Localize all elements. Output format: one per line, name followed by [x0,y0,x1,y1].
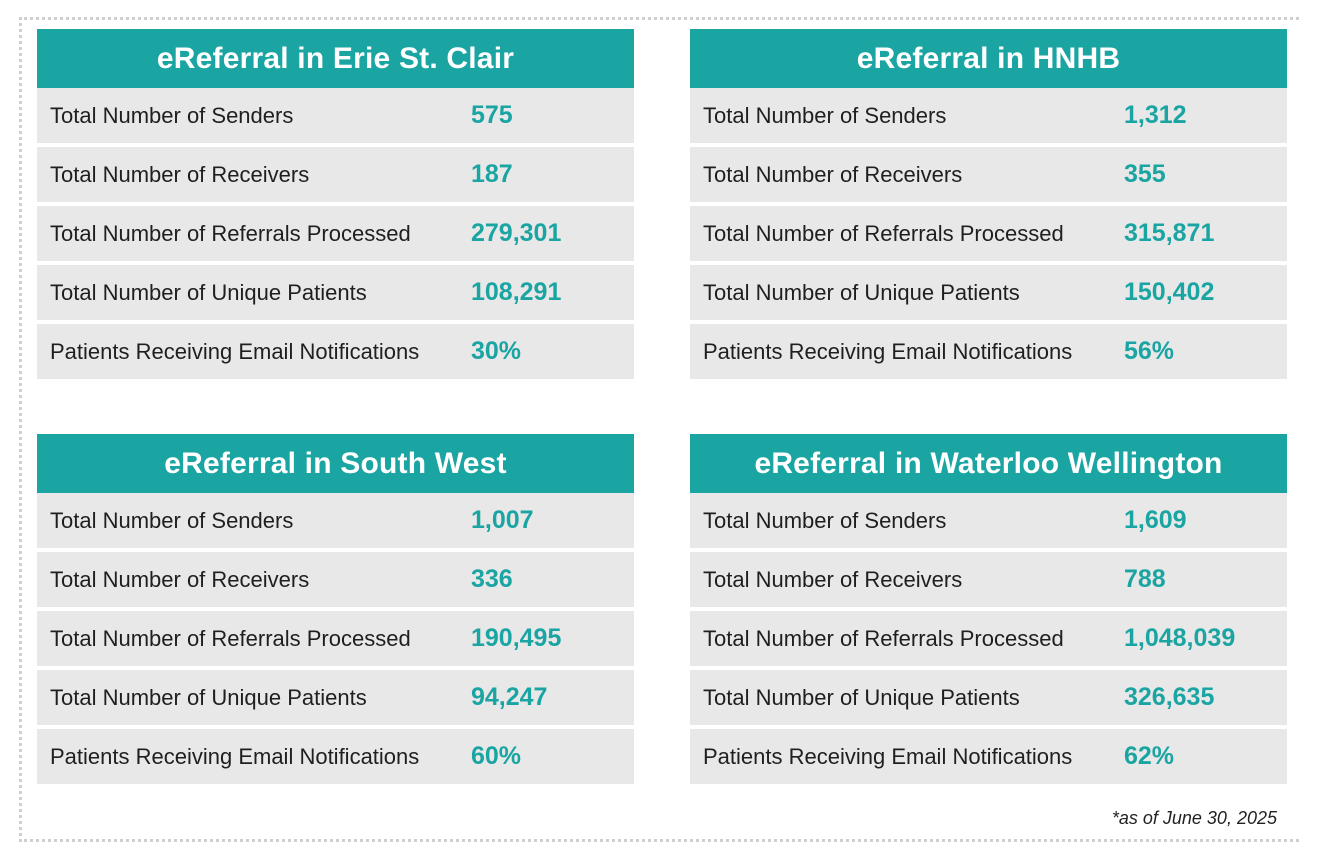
stat-value: 190,495 [471,624,562,652]
stat-value: 1,048,039 [1124,624,1236,652]
stat-label: Total Number of Receivers [50,566,310,592]
stat-label: Total Number of Senders [703,507,947,533]
stat-label: Total Number of Unique Patients [703,684,1020,710]
stat-row-email-notifications: Patients Receiving Email Notifications 6… [37,729,634,784]
stat-label: Total Number of Unique Patients [703,279,1020,305]
stat-value: 150,402 [1124,278,1215,306]
stat-row-unique-patients: Total Number of Unique Patients 326,635 [690,670,1287,725]
stat-row-senders: Total Number of Senders 575 [37,88,634,143]
stat-row-senders: Total Number of Senders 1,007 [37,493,634,548]
stat-row-email-notifications: Patients Receiving Email Notifications 5… [690,324,1287,379]
panel-title: eReferral in South West [37,434,634,493]
stat-label: Total Number of Referrals Processed [50,220,411,246]
stat-value: 788 [1124,565,1166,593]
stat-value: 355 [1124,160,1166,188]
panel-title: eReferral in HNHB [690,29,1287,88]
panel-hnhb: eReferral in HNHB Total Number of Sender… [690,29,1287,379]
stat-value: 315,871 [1124,219,1215,247]
stat-row-senders: Total Number of Senders 1,312 [690,88,1287,143]
stat-value: 30% [471,337,522,365]
stat-row-unique-patients: Total Number of Unique Patients 94,247 [37,670,634,725]
stat-label: Patients Receiving Email Notifications [703,743,1073,769]
stat-label: Total Number of Receivers [703,566,963,592]
stat-row-referrals-processed: Total Number of Referrals Processed 1,04… [690,611,1287,666]
stat-value: 279,301 [471,219,562,247]
stat-label: Total Number of Referrals Processed [50,625,411,651]
dotted-frame [19,17,1299,842]
stat-label: Total Number of Referrals Processed [703,625,1064,651]
stat-value: 62% [1124,742,1175,770]
stat-row-unique-patients: Total Number of Unique Patients 150,402 [690,265,1287,320]
stat-value: 56% [1124,337,1175,365]
stat-value: 94,247 [471,683,548,711]
stat-row-receivers: Total Number of Receivers 355 [690,147,1287,202]
stat-row-email-notifications: Patients Receiving Email Notifications 6… [690,729,1287,784]
stat-label: Total Number of Referrals Processed [703,220,1064,246]
stat-label: Total Number of Receivers [703,161,963,187]
stat-label: Total Number of Senders [50,507,294,533]
stat-row-referrals-processed: Total Number of Referrals Processed 279,… [37,206,634,261]
panel-erie-st-clair: eReferral in Erie St. Clair Total Number… [37,29,634,379]
stat-value: 336 [471,565,513,593]
stat-row-unique-patients: Total Number of Unique Patients 108,291 [37,265,634,320]
stat-row-receivers: Total Number of Receivers 187 [37,147,634,202]
stat-row-receivers: Total Number of Receivers 788 [690,552,1287,607]
panel-waterloo-wellington: eReferral in Waterloo Wellington Total N… [690,434,1287,784]
panel-south-west: eReferral in South West Total Number of … [37,434,634,784]
stat-row-referrals-processed: Total Number of Referrals Processed 190,… [37,611,634,666]
stat-value: 1,007 [471,506,534,534]
stat-value: 187 [471,160,513,188]
panel-title: eReferral in Erie St. Clair [37,29,634,88]
stat-label: Total Number of Unique Patients [50,684,367,710]
stat-value: 108,291 [471,278,562,306]
stat-value: 60% [471,742,522,770]
stat-label: Patients Receiving Email Notifications [50,338,420,364]
stat-label: Total Number of Unique Patients [50,279,367,305]
stat-value: 1,609 [1124,506,1187,534]
stat-value: 575 [471,101,513,129]
stat-label: Total Number of Senders [50,102,294,128]
stat-label: Patients Receiving Email Notifications [50,743,420,769]
stat-row-receivers: Total Number of Receivers 336 [37,552,634,607]
stat-label: Patients Receiving Email Notifications [703,338,1073,364]
stat-row-email-notifications: Patients Receiving Email Notifications 3… [37,324,634,379]
stat-label: Total Number of Receivers [50,161,310,187]
stat-label: Total Number of Senders [703,102,947,128]
stat-value: 1,312 [1124,101,1187,129]
as-of-date-footnote: *as of June 30, 2025 [1111,808,1277,828]
stat-row-referrals-processed: Total Number of Referrals Processed 315,… [690,206,1287,261]
panel-title: eReferral in Waterloo Wellington [690,434,1287,493]
stat-value: 326,635 [1124,683,1215,711]
stat-row-senders: Total Number of Senders 1,609 [690,493,1287,548]
